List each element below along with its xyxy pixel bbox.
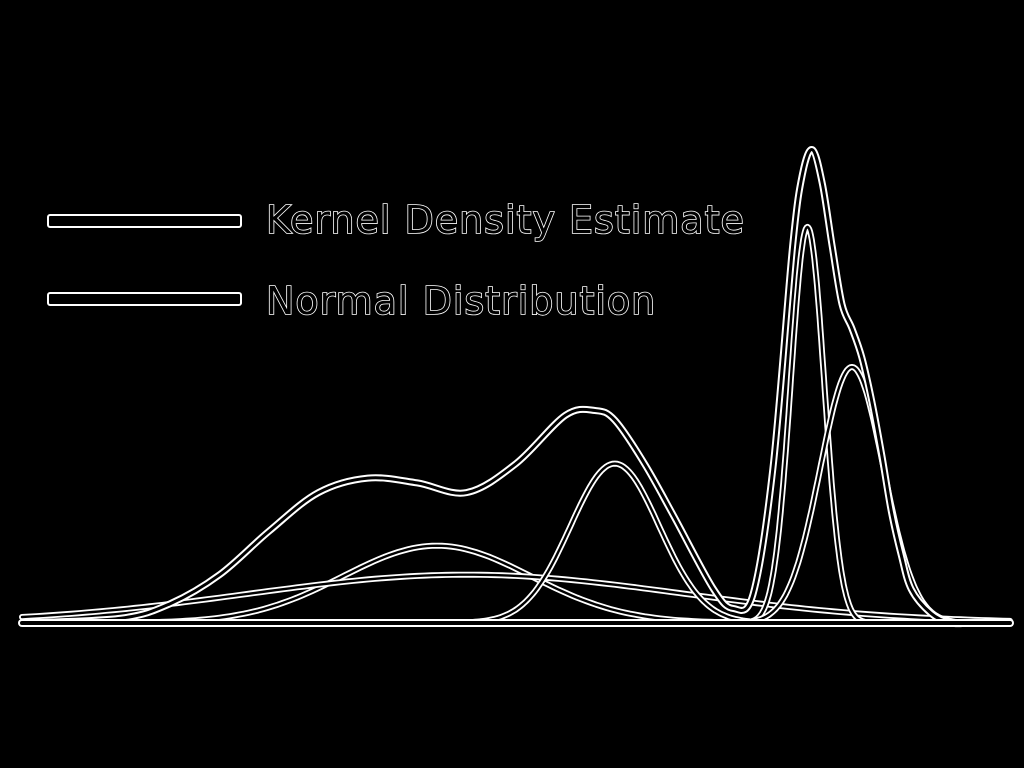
legend-swatch-normal <box>47 292 242 306</box>
normal-component-1-core <box>97 544 777 625</box>
legend: Kernel Density Estimate Normal Distribut… <box>47 197 745 324</box>
legend-swatch-line <box>47 214 242 228</box>
curves-layer <box>18 146 1014 628</box>
normal-component-3-core <box>453 462 777 624</box>
kde-curve-core <box>20 148 1012 626</box>
legend-swatch-line <box>47 292 242 306</box>
legend-label-kde: Kernel Density Estimate <box>266 198 745 242</box>
legend-swatch-kde <box>47 214 242 228</box>
normal-component-4-core <box>745 225 870 624</box>
normal-component-1 <box>96 542 778 626</box>
normal-component-4-outline <box>744 223 871 626</box>
legend-label-normal: Normal Distribution <box>266 279 656 323</box>
normal-component-2 <box>19 571 1013 624</box>
normal-component-3 <box>451 460 778 626</box>
kde-curve <box>18 146 1014 628</box>
normal-component-4 <box>744 223 871 626</box>
normal-component-2-core <box>20 573 1012 623</box>
